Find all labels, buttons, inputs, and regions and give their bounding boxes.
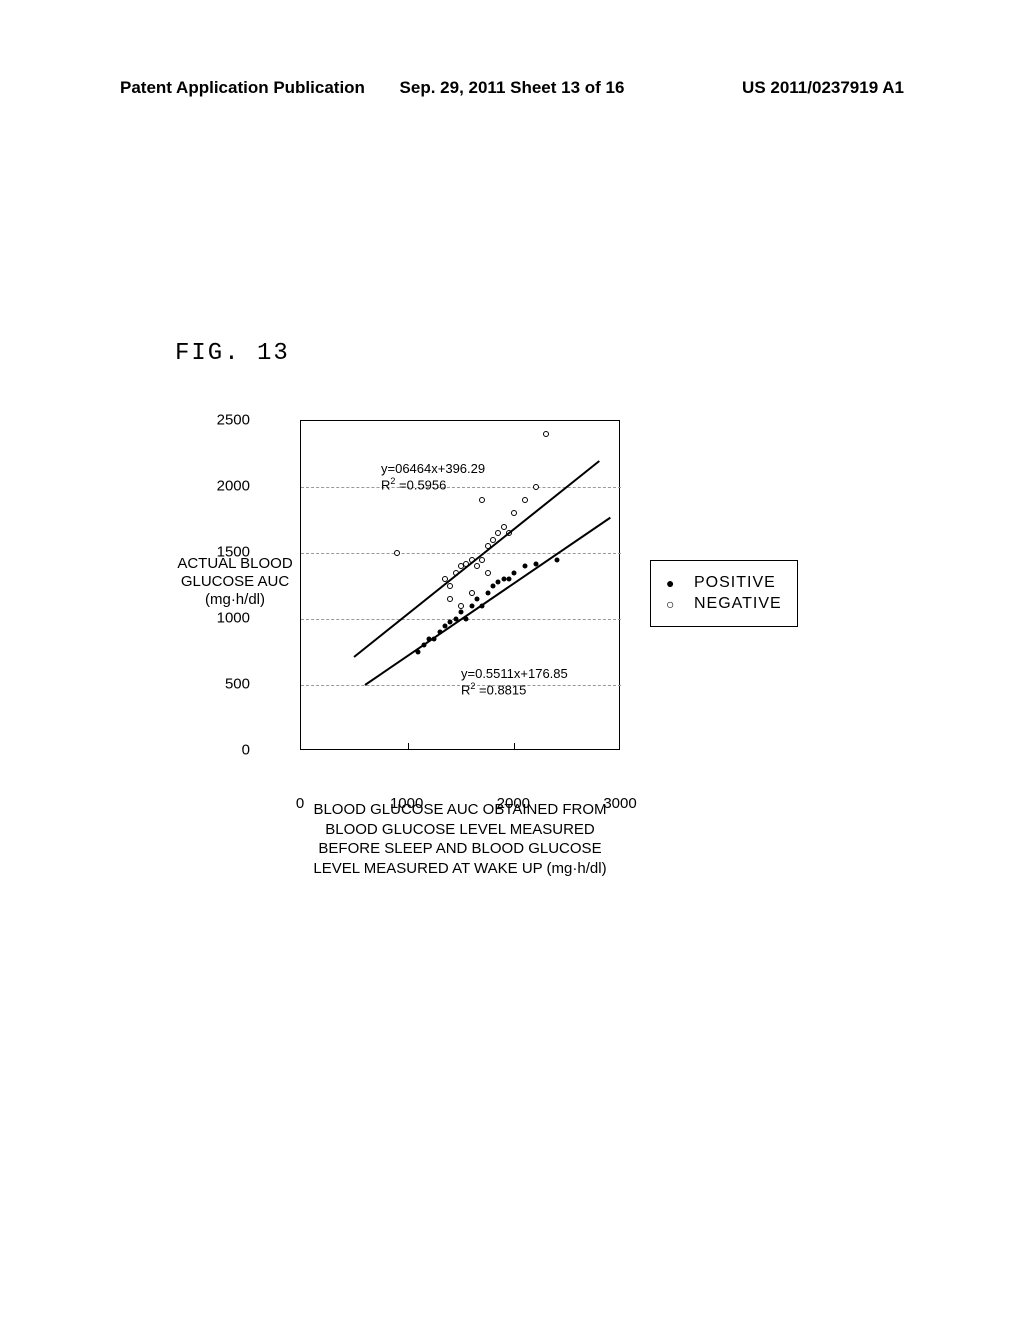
x-tick-mark	[408, 743, 409, 749]
negative-data-point	[501, 524, 507, 530]
negative-data-point	[543, 431, 549, 437]
negative-data-point	[458, 603, 464, 609]
positive-data-point	[491, 584, 496, 589]
positive-data-point	[475, 597, 480, 602]
negative-data-point	[495, 530, 501, 536]
positive-equation: y=0.5511x+176.85R2 =0.8815	[461, 666, 568, 697]
y-tick-label: 1500	[217, 544, 250, 561]
positive-data-point	[469, 603, 474, 608]
open-circle-icon: ○	[666, 596, 686, 612]
y-tick-label: 500	[225, 676, 250, 693]
negative-data-point	[511, 510, 517, 516]
y-tick-label: 0	[242, 742, 250, 759]
negative-equation: y=06464x+396.29R2 =0.5956	[381, 461, 485, 492]
legend-positive: ● POSITIVE	[666, 574, 782, 592]
header-left: Patent Application Publication	[120, 78, 365, 98]
negative-data-point	[479, 557, 485, 563]
negative-data-point	[447, 596, 453, 602]
y-tick-label: 1000	[217, 610, 250, 627]
negative-data-point	[485, 570, 491, 576]
y-tick-label: 2500	[217, 412, 250, 429]
negative-data-point	[394, 550, 400, 556]
header-center: Sep. 29, 2011 Sheet 13 of 16	[400, 78, 625, 98]
legend-positive-label: POSITIVE	[694, 574, 776, 592]
figure-label: FIG. 13	[175, 340, 290, 367]
positive-data-point	[459, 610, 464, 615]
negative-data-point	[533, 484, 539, 490]
positive-data-point	[507, 577, 512, 582]
x-tick-label: 0	[296, 795, 304, 812]
x-tick-mark	[514, 743, 515, 749]
negative-data-point	[522, 497, 528, 503]
gridline	[301, 553, 621, 554]
negative-data-point	[474, 563, 480, 569]
positive-data-point	[555, 557, 560, 562]
chart-plot-area: y=06464x+396.29R2 =0.5956 y=0.5511x+176.8…	[300, 420, 620, 750]
positive-trend-line	[364, 517, 610, 686]
negative-data-point	[447, 583, 453, 589]
positive-data-point	[496, 580, 501, 585]
positive-data-point	[523, 564, 528, 569]
legend-negative-label: NEGATIVE	[694, 595, 782, 613]
page-header: Patent Application Publication Sep. 29, …	[0, 78, 1024, 98]
header-right: US 2011/0237919 A1	[742, 78, 904, 98]
y-axis-title: ACTUAL BLOOD GLUCOSE AUC (mg·h/dl)	[175, 555, 295, 609]
positive-data-point	[501, 577, 506, 582]
scatter-chart: y=06464x+396.29R2 =0.5956 y=0.5511x+176.8…	[300, 420, 650, 770]
chart-legend: ● POSITIVE ○ NEGATIVE	[650, 560, 798, 627]
positive-data-point	[485, 590, 490, 595]
positive-data-point	[512, 570, 517, 575]
y-tick-label: 2000	[217, 478, 250, 495]
legend-negative: ○ NEGATIVE	[666, 595, 782, 613]
filled-circle-icon: ●	[666, 575, 686, 591]
negative-data-point	[479, 497, 485, 503]
x-axis-title: BLOOD GLUCOSE AUC OBTAINED FROM BLOOD GL…	[310, 800, 610, 878]
negative-data-point	[469, 590, 475, 596]
